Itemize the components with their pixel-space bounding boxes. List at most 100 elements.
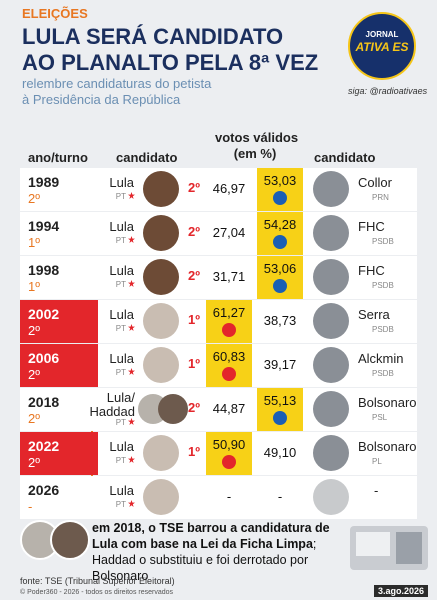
opp-party: PRN — [372, 193, 389, 202]
row — [20, 388, 417, 431]
vote-pct: 61,27 — [212, 305, 246, 320]
turn: 2º — [28, 455, 40, 470]
turn: 1º — [28, 235, 40, 250]
check — [273, 279, 287, 293]
photo — [143, 215, 179, 251]
check — [222, 323, 236, 337]
opponent: Collor — [358, 175, 392, 190]
photo — [50, 520, 90, 560]
vote-pct: 54,28 — [263, 217, 297, 232]
star — [128, 192, 135, 199]
subtitle: à Presidência da República — [22, 92, 181, 107]
place: 2º — [188, 400, 200, 415]
opponent: FHC — [358, 263, 385, 278]
check — [222, 367, 236, 381]
year: 1989 — [28, 174, 60, 190]
opp-party: PL — [372, 457, 382, 466]
title: AO PLANALTO PELA 8ª VEZ — [22, 50, 319, 75]
place: 1º — [188, 312, 200, 327]
year: 1994 — [28, 218, 60, 234]
opponent: Bolsonaro — [358, 439, 417, 454]
year: 2002 — [28, 306, 60, 322]
check — [273, 235, 287, 249]
party: PT — [115, 368, 126, 377]
column-header: candidato — [314, 150, 376, 165]
row — [20, 212, 417, 255]
photo — [313, 347, 349, 383]
section: ELEIÇÕES — [22, 6, 88, 21]
vote-pct: 53,06 — [263, 261, 297, 276]
opponent: Serra — [358, 307, 390, 322]
vote-pct: 44,87 — [212, 401, 246, 416]
opponent: FHC — [358, 219, 385, 234]
star — [128, 418, 135, 425]
party: PT — [115, 500, 126, 509]
title: LULA SERÁ CANDIDATO — [22, 24, 284, 49]
candidate: Haddad — [89, 404, 135, 419]
place: 1º — [188, 356, 200, 371]
photo — [313, 259, 349, 295]
opp-party: PSDB — [372, 325, 394, 334]
party: PT — [115, 324, 126, 333]
note: em 2018, o TSE barrou a candidatura de L… — [92, 520, 348, 584]
photo — [313, 479, 349, 515]
vote-pct: 38,73 — [263, 313, 297, 328]
place: 2º — [188, 268, 200, 283]
row — [20, 256, 417, 299]
party: PT — [115, 280, 126, 289]
place: 1º — [188, 444, 200, 459]
candidate: Lula — [109, 439, 134, 454]
year-cell — [20, 300, 98, 343]
year: 1998 — [28, 262, 60, 278]
party: PT — [115, 192, 126, 201]
check — [222, 455, 236, 469]
vote-pct: - — [277, 489, 283, 504]
opponent: - — [374, 483, 379, 498]
candidate: Lula — [109, 307, 134, 322]
photo — [143, 259, 179, 295]
logo-text: JORNAL — [365, 30, 399, 39]
candidate: Lula — [109, 263, 134, 278]
turn: 2º — [28, 411, 40, 426]
opp-party: PSDB — [372, 369, 394, 378]
vote-pct: 55,13 — [263, 393, 297, 408]
candidate: Lula — [109, 175, 134, 190]
logo — [348, 12, 416, 80]
photo — [143, 171, 179, 207]
vote-pct: 46,97 — [212, 181, 246, 196]
row — [20, 168, 417, 211]
vote-pct: 27,04 — [212, 225, 246, 240]
photo — [143, 347, 179, 383]
candidate: Lula — [109, 351, 134, 366]
source: fonte: TSE (Tribunal Superior Eleitoral) — [20, 576, 175, 586]
party: PT — [115, 236, 126, 245]
credit: siga: @radioativaes — [348, 86, 428, 96]
photo — [313, 171, 349, 207]
opp-party: PSDB — [372, 237, 394, 246]
column-header: votos válidos — [215, 130, 299, 145]
photo — [143, 435, 179, 471]
candidate: Lula — [109, 219, 134, 234]
vote-pct: 50,90 — [212, 437, 246, 452]
note-bold: em 2018, o TSE barrou a candidatura de L… — [92, 521, 330, 551]
logo-text: ATIVA ES — [355, 40, 409, 54]
party: PT — [115, 456, 126, 465]
star — [128, 280, 135, 287]
opp-party: PSL — [372, 413, 388, 422]
star — [128, 236, 135, 243]
turn: 2º — [28, 323, 40, 338]
vote-pct: - — [226, 489, 232, 504]
star — [128, 500, 135, 507]
vote-pct: 60,83 — [212, 349, 246, 364]
photo — [313, 303, 349, 339]
vote-pct: 53,03 — [263, 173, 297, 188]
vote-pct: 31,71 — [212, 269, 246, 284]
year-cell — [20, 432, 98, 475]
column-header: candidato — [116, 150, 178, 165]
party: PT — [115, 418, 126, 427]
turn: 2º — [28, 191, 40, 206]
note-text: ; Haddad o substituiu e foi derrotado po… — [92, 537, 317, 583]
check — [273, 191, 287, 205]
star — [128, 324, 135, 331]
